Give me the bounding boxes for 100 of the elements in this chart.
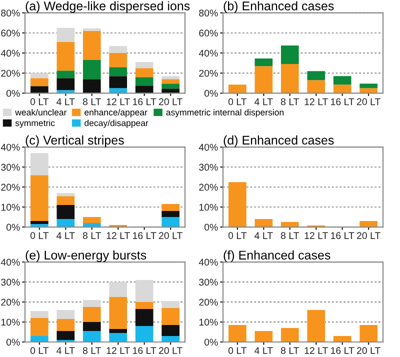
x-tick-label: 16 LT [331,98,354,106]
bar [30,311,48,318]
bar [82,30,101,60]
bar [82,322,101,332]
y-tick-label: 40% [0,144,20,151]
bar [135,302,154,310]
bar [162,76,180,80]
bar [30,78,48,86]
bar [135,68,154,78]
bar [280,64,299,94]
x-tick-label: 0 LT [228,98,247,106]
bar [360,84,378,88]
bar [307,80,326,94]
bar [280,45,299,64]
y-tick-label: 10% [199,318,218,326]
y-tick-label: 60% [199,30,218,37]
y-tick-label: 20% [199,298,218,306]
bar [162,217,180,228]
bar [109,76,128,88]
bar [30,336,48,342]
y-tick-label: 0% [6,90,20,97]
chart-title: (e) Low-energy bursts [26,250,146,262]
legend-label: weak/unclear [15,109,67,116]
x-tick-label: 16 LT [133,347,156,354]
bar [109,282,128,298]
bar [56,331,75,340]
y-tick-label: 40% [0,258,20,266]
y-tick-label: 40% [0,50,20,57]
y-tick-label: 10% [1,204,20,211]
y-tick-label: 0% [204,90,218,97]
x-tick-label: 8 LT [82,98,102,106]
x-tick-label: 20 LT [356,232,380,240]
x-tick-label: 0 LT [228,232,247,240]
x-tick-label: 4 LT [254,232,273,239]
legend-label: decay/disappear [84,120,148,128]
legend-label: asymmetric internal dispersion [166,109,284,118]
bar [109,329,128,334]
y-tick-label: 20% [1,184,20,191]
bar [56,219,75,228]
bar [333,336,352,342]
x-tick-label: 8 LT [82,232,102,240]
y-tick-label: 80% [1,10,20,16]
bar [254,219,273,228]
bar [56,310,75,320]
x-tick-label: 4 LT [56,347,75,354]
x-tick-label: 4 LT [254,347,273,354]
bar [228,325,246,342]
y-tick-label: 30% [1,278,20,286]
bar [360,88,378,94]
chart-title: (a) Wedge-like dispersed ions [26,1,190,13]
y-tick-label: 40% [198,50,218,57]
bar [56,319,75,332]
bar [56,205,75,220]
bar [135,326,154,342]
chart-title: (c) Vertical stripes [26,135,124,148]
bar [30,153,48,176]
bar [30,175,48,222]
bar [135,86,154,94]
x-tick-label: 16 LT [133,98,156,106]
bar [82,331,101,342]
bar [360,221,378,228]
y-tick-label: 20% [199,184,218,191]
bar [228,84,246,94]
bar [162,79,180,84]
bar [162,211,180,218]
bar [135,309,154,326]
bar [135,77,154,86]
x-tick-label: 0 LT [228,347,247,354]
x-tick-label: 12 LT [106,347,130,354]
bar [109,67,128,76]
chart-title: (f) Enhanced cases [224,250,330,262]
y-tick-label: 30% [1,164,20,171]
bar [135,280,154,302]
x-tick-label: 16 LT [331,232,354,240]
x-tick-label: 8 LT [280,98,300,106]
bar [56,28,75,42]
bar [56,70,75,78]
legend-label: symmetric [15,120,55,128]
bar [109,88,128,94]
bar [280,328,299,342]
x-tick-label: 12 LT [304,98,328,106]
chart-title: (d) Enhanced cases [224,135,334,148]
y-tick-label: 0% [6,224,20,231]
bar [109,297,128,330]
bar [162,301,180,308]
y-tick-label: 20% [1,298,20,306]
bar [56,196,75,206]
legend-label: enhance/appear [84,109,148,118]
bar [254,58,273,66]
x-tick-label: 0 LT [30,347,49,354]
bar [228,182,246,228]
bar [82,79,101,94]
chart-title: (b) Enhanced cases [224,1,334,13]
bar [56,78,75,90]
bar [162,84,180,89]
bar [30,221,48,224]
bar [82,300,101,308]
bar [333,84,352,94]
bar [162,204,180,212]
bar [307,71,326,80]
